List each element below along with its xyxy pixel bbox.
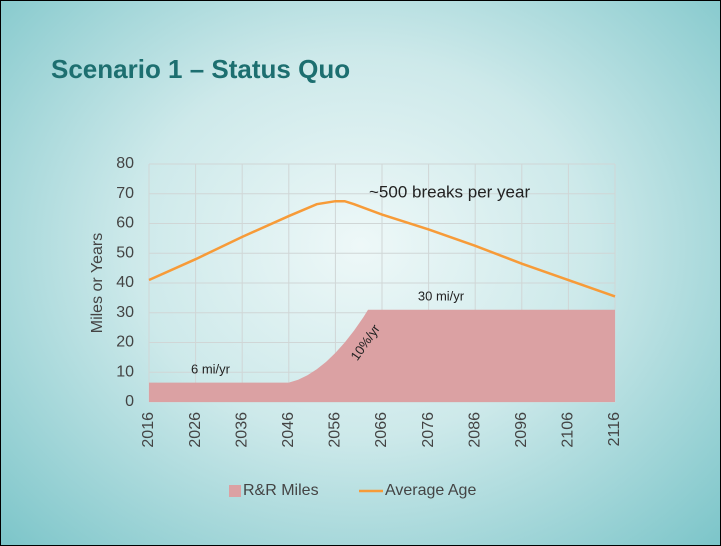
x-tick-label: 2036 [233,412,250,448]
y-tick-label: 10 [116,363,134,380]
legend-label: R&R Miles [243,482,319,499]
y-tick-label: 50 [116,244,134,261]
x-tick-label: 2076 [420,412,437,448]
x-tick-label: 2066 [373,412,390,448]
x-tick-label: 2106 [560,412,577,448]
annotation: 6 mi/yr [191,361,231,376]
line [148,199,616,298]
y-tick-label: 30 [116,304,134,321]
y-tick-label: 20 [116,334,134,351]
y-tick-label: 70 [116,185,134,202]
legend-swatch [229,485,241,497]
y-axis-label: Miles or Years [89,233,106,334]
legend-label: Average Age [385,482,476,499]
area [149,309,615,402]
annotation: 30 mi/yr [418,288,465,303]
x-tick-label: 2046 [280,412,297,448]
y-tick-label: 80 [116,155,134,172]
annotation: ~500 breaks per year [369,182,530,201]
y-tick-label: 60 [116,215,134,232]
x-tick-label: 2016 [140,412,157,448]
x-tick-label: 2096 [513,412,530,448]
y-tick-label: 0 [125,393,134,410]
x-tick-label: 2116 [606,412,623,447]
x-tick-label: 2056 [327,412,344,448]
y-tick-label: 40 [116,274,134,291]
x-tick-label: 2086 [466,412,483,448]
x-tick-label: 2026 [187,412,204,448]
slide-title: Scenario 1 – Status Quo [51,54,350,84]
